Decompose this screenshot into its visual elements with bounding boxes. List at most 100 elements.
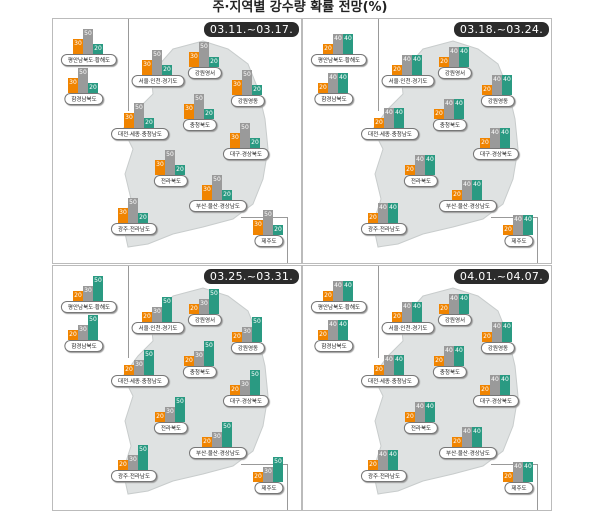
bar-above: 50 [175, 397, 185, 422]
bar-above: 40 [394, 108, 404, 128]
bar-above: 40 [502, 322, 512, 342]
region-label: 대구·경상북도 [222, 148, 270, 160]
bar-below: 20 [318, 330, 328, 340]
bar-below: 30 [118, 208, 128, 223]
bar-above: 20 [88, 83, 98, 93]
bar-above: 20 [138, 213, 148, 223]
bar-above: 40 [412, 302, 422, 322]
region-label: 서울·인천·경기도 [381, 75, 435, 87]
bar-above: 20 [252, 85, 262, 95]
bar-above: 50 [209, 289, 219, 314]
region-label: 서울·인천·경기도 [381, 322, 435, 334]
bar-below: 30 [232, 80, 242, 95]
period-badge: 03.11.~03.17. [203, 22, 299, 37]
bar-normal: 50 [134, 103, 144, 128]
bar-normal: 30 [78, 325, 88, 340]
bar-above: 20 [222, 190, 232, 200]
bar-below: 20 [202, 437, 212, 447]
region-label: 제주도 [254, 235, 284, 247]
bar-group: 20 40 40 [368, 450, 398, 470]
bar-below: 30 [155, 160, 165, 175]
bar-normal: 50 [263, 210, 273, 235]
bar-group: 30 50 20 [124, 103, 154, 128]
bar-above: 40 [500, 128, 510, 148]
bar-below: 20 [142, 312, 152, 322]
north-inset-frame [303, 266, 379, 358]
north-inset-frame [53, 19, 129, 111]
bar-below: 20 [155, 412, 165, 422]
bar-group: 20 40 40 [439, 294, 469, 314]
region-label: 함경남북도 [314, 93, 354, 105]
bar-above: 40 [459, 47, 469, 67]
bar-below: 20 [452, 190, 462, 200]
bar-above: 40 [412, 55, 422, 75]
bar-group: 20 30 50 [124, 350, 154, 375]
region-label: 부산·울산·경상남도 [189, 200, 247, 212]
bar-normal: 40 [449, 47, 459, 67]
region-label: 제주도 [254, 482, 284, 494]
bar-group: 20 40 40 [482, 322, 512, 342]
bar-group: 20 40 40 [392, 302, 422, 322]
bar-group: 30 50 20 [232, 70, 262, 95]
region-label: 서울·인천·경기도 [131, 322, 185, 334]
bar-above: 20 [162, 65, 172, 75]
bar-above: 40 [338, 320, 348, 340]
bar-group: 20 40 40 [323, 281, 353, 301]
bar-below: 20 [323, 291, 333, 301]
region-label: 강원영동 [230, 95, 266, 107]
north-inset-frame [303, 19, 379, 111]
region-label: 강원영서 [187, 314, 223, 326]
region-label: 강원영서 [437, 314, 473, 326]
region-label: 평안남북도·황해도 [60, 301, 118, 313]
region-label: 대구·경상북도 [472, 395, 520, 407]
bar-group: 20 40 40 [323, 34, 353, 54]
bar-above: 50 [162, 297, 172, 322]
bar-below: 20 [439, 304, 449, 314]
bar-above: 40 [472, 427, 482, 447]
bar-group: 20 40 40 [318, 320, 348, 340]
bar-below: 30 [189, 52, 199, 67]
bar-normal: 40 [492, 322, 502, 342]
bar-above: 40 [454, 346, 464, 366]
region-label: 제주도 [504, 235, 534, 247]
bar-normal: 50 [83, 29, 93, 54]
bar-group: 30 50 20 [155, 150, 185, 175]
bar-normal: 40 [492, 75, 502, 95]
bar-normal: 30 [152, 307, 162, 322]
region-label: 평안남북도·황해도 [60, 54, 118, 66]
bar-below: 20 [118, 460, 128, 470]
bar-group: 20 30 50 [142, 297, 172, 322]
bar-normal: 50 [152, 50, 162, 75]
bar-above: 50 [273, 457, 283, 482]
region-label: 전라북도 [153, 422, 189, 434]
bar-above: 50 [138, 445, 148, 470]
bar-group: 30 50 20 [73, 29, 103, 54]
bar-group: 30 50 20 [118, 198, 148, 223]
region-label: 광주·전라남도 [360, 470, 408, 482]
region-label: 함경남북도 [64, 93, 104, 105]
bar-above: 40 [454, 99, 464, 119]
bar-normal: 40 [444, 346, 454, 366]
region-label: 대전·세종·충청남도 [361, 128, 419, 140]
period-badge: 03.18.~03.24. [453, 22, 549, 37]
region-label: 광주·전라남도 [360, 223, 408, 235]
bar-group: 20 30 50 [118, 445, 148, 470]
bar-below: 20 [368, 460, 378, 470]
bar-below: 20 [189, 304, 199, 314]
bar-normal: 40 [490, 128, 500, 148]
bar-normal: 30 [263, 467, 273, 482]
forecast-panel: 04.01.~04.07. 20 40 40 평안남북도·황해도 20 40 40 함경남북도 2… [302, 265, 552, 511]
bar-normal: 40 [378, 450, 388, 470]
bar-normal: 40 [384, 108, 394, 128]
bar-below: 20 [482, 85, 492, 95]
region-label: 충청북도 [432, 366, 468, 378]
bar-above: 40 [425, 155, 435, 175]
bar-below: 20 [73, 291, 83, 301]
bar-normal: 30 [240, 380, 250, 395]
bar-above: 40 [343, 281, 353, 301]
bar-below: 20 [374, 365, 384, 375]
bar-above: 50 [252, 317, 262, 342]
bar-below: 30 [230, 133, 240, 148]
bar-above: 40 [502, 75, 512, 95]
bar-below: 30 [142, 60, 152, 75]
